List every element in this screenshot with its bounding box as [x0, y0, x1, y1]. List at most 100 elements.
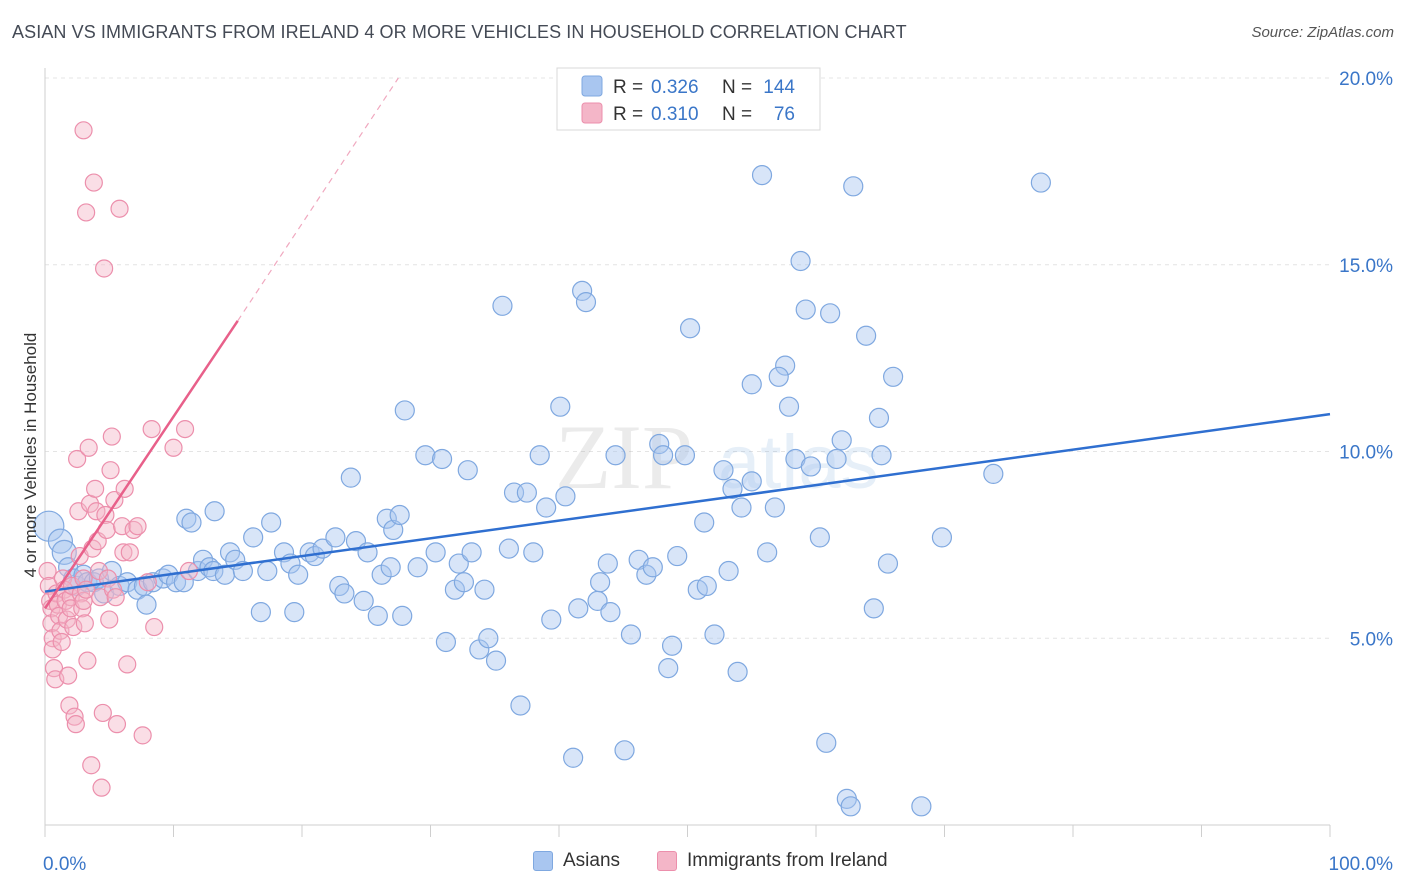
- asians-point: [284, 602, 305, 623]
- asians-point: [203, 560, 224, 582]
- ireland-point: [92, 778, 111, 797]
- asians-point: [389, 504, 410, 526]
- asians-point: [1030, 172, 1051, 193]
- asians-point: [704, 624, 725, 645]
- asians-point: [642, 557, 663, 578]
- asians-point: [407, 557, 428, 578]
- asians-point: [431, 448, 453, 470]
- asians-point: [383, 519, 404, 541]
- x-tick-label-0: 0.0%: [43, 854, 86, 875]
- ireland-point: [73, 599, 92, 618]
- asians-point: [620, 624, 642, 645]
- ireland-point: [120, 543, 139, 562]
- ireland-point: [52, 632, 71, 652]
- ireland-point: [65, 707, 84, 726]
- asians-point: [568, 598, 589, 619]
- ireland-point: [107, 715, 127, 734]
- asians-point: [741, 374, 762, 395]
- asians-point: [250, 602, 271, 623]
- legend-r-value-1: 0.326: [651, 77, 699, 98]
- ireland-point: [57, 610, 76, 629]
- ireland-point: [78, 651, 97, 670]
- asians-point: [713, 460, 734, 481]
- asians-point: [863, 598, 884, 619]
- source-label: Source: ZipAtlas.com: [1251, 24, 1394, 41]
- asians-point: [435, 631, 457, 653]
- asians-point: [392, 605, 413, 626]
- ireland-point: [106, 588, 125, 607]
- asians-point: [498, 538, 519, 559]
- ireland-point: [101, 461, 120, 480]
- ireland-point: [93, 703, 112, 723]
- asians-point: [448, 553, 469, 574]
- y-tick-label-1: 10.0%: [1339, 443, 1393, 464]
- legend-swatch-blue: [581, 75, 603, 97]
- asians-point: [380, 557, 401, 578]
- legend-swatch-asians: [533, 851, 553, 871]
- ireland-point: [77, 203, 96, 222]
- asians-point: [614, 740, 635, 761]
- ireland-point: [175, 419, 195, 439]
- ireland-point: [84, 173, 103, 192]
- ireland-point: [102, 427, 121, 446]
- asians-point: [367, 605, 388, 626]
- watermark: ZIP atlas: [555, 406, 879, 508]
- ireland-point: [100, 610, 119, 629]
- legend-r-label-2: R =: [613, 104, 643, 125]
- asians-point: [288, 564, 309, 585]
- asians-point: [696, 575, 717, 597]
- asians-point: [353, 590, 374, 612]
- asians-point: [931, 527, 953, 548]
- asians-point: [550, 396, 571, 417]
- asians-point: [181, 512, 202, 533]
- ireland-trend-line: [43, 320, 239, 610]
- asians-points: [33, 165, 1051, 817]
- asians-point: [731, 497, 752, 518]
- ireland-point: [164, 438, 183, 457]
- ireland-point: [66, 715, 85, 734]
- asians-point: [751, 165, 773, 186]
- ireland-point: [68, 449, 87, 469]
- asians-trend-line: [44, 412, 1331, 593]
- asians-point: [555, 486, 576, 507]
- asians-point: [679, 318, 701, 339]
- asians-point: [871, 445, 892, 466]
- asians-point: [652, 445, 674, 466]
- watermark-atlas: atlas: [718, 420, 879, 505]
- asians-point: [597, 553, 618, 574]
- ireland-point: [87, 502, 106, 521]
- asians-point: [727, 661, 748, 682]
- asians-point: [394, 400, 415, 421]
- asians-point: [523, 542, 544, 563]
- asians-point: [461, 542, 482, 563]
- ireland-point: [95, 259, 114, 278]
- asians-point: [764, 497, 785, 518]
- correlation-legend: R = 0.326 N = 144 R = 0.310 N = 76: [556, 67, 821, 131]
- ireland-point: [142, 419, 161, 439]
- asians-point: [840, 796, 861, 817]
- asians-point: [536, 497, 557, 518]
- asians-point: [563, 747, 584, 768]
- asians-point: [741, 471, 762, 492]
- asians-point: [474, 579, 495, 600]
- asians-point: [541, 609, 562, 630]
- ireland-points: [38, 121, 199, 797]
- tick-labels: 5.0% 10.0% 15.0% 20.0% 0.0% 100.0%: [43, 69, 1393, 875]
- legend-swatch-ireland: [657, 851, 677, 871]
- ireland-point: [59, 666, 78, 685]
- asians-point: [590, 572, 611, 593]
- asians-point: [478, 628, 499, 649]
- asians-point: [882, 366, 904, 387]
- legend-n-value-2: 76: [774, 104, 795, 125]
- ireland-point: [75, 614, 94, 633]
- asians-point: [516, 482, 537, 503]
- asians-point: [722, 478, 743, 499]
- asians-point: [649, 433, 670, 455]
- asians-point: [790, 250, 811, 272]
- ireland-point: [82, 756, 101, 775]
- asians-point: [600, 602, 621, 623]
- asians-point: [485, 650, 507, 671]
- legend-n-label-1: N =: [722, 77, 752, 98]
- ireland-trend-extension: [237, 77, 399, 322]
